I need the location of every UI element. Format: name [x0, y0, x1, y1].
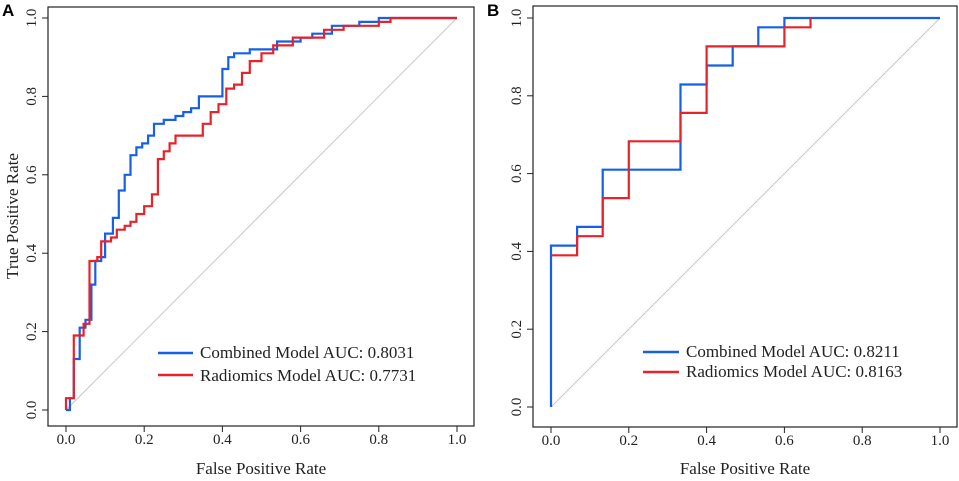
- y-tick-label: 1.0: [24, 9, 40, 28]
- x-tick-label: 0.6: [775, 433, 794, 449]
- panel-a: A 0.0 0.2 0.4 0.6 0.8 1.0 0.0 0.2 0.4 0.6 0.8 1.0 F…: [2, 1, 475, 478]
- panel-b-xlabel: False Positive Rate: [680, 459, 810, 478]
- panel-b-plot: [549, 16, 941, 408]
- y-tick-label: 0.4: [509, 242, 525, 261]
- panel-b-frame: [532, 5, 958, 428]
- roc-curve-combined: [66, 16, 457, 412]
- panel-a-letter: A: [2, 1, 14, 20]
- chance-diagonal: [65, 17, 458, 411]
- x-tick-label: 0.6: [291, 432, 310, 448]
- panel-a-ylabel: True Positive Rate: [3, 153, 22, 279]
- y-tick-label: 0.0: [509, 398, 525, 417]
- legend-combined-label: Combined Model AUC: 0.8031: [200, 343, 414, 362]
- y-tick-label: 0.2: [509, 320, 525, 339]
- panel-b-legend: Combined Model AUC: 0.8211 Radiomics Mod…: [640, 340, 940, 385]
- panel-b-ticks: 0.0 0.2 0.4 0.6 0.8 1.0 0.0 0.2 0.4 0.6 0.8 1.0: [509, 9, 949, 449]
- x-tick-label: 0.8: [853, 433, 872, 449]
- roc-curve-radiomics: [64, 16, 457, 410]
- x-tick-label: 0.2: [135, 432, 154, 448]
- y-tick-label: 0.8: [24, 87, 40, 106]
- panel-a-plot: [64, 16, 458, 412]
- x-tick-label: 0.8: [369, 432, 388, 448]
- x-tick-label: 0.0: [542, 433, 561, 449]
- y-tick-label: 1.0: [509, 9, 525, 28]
- y-tick-label: 0.6: [24, 165, 40, 184]
- x-tick-label: 0.4: [213, 432, 232, 448]
- roc-curve-radiomics: [551, 18, 812, 257]
- y-tick-label: 0.6: [509, 164, 525, 183]
- panel-a-xlabel: False Positive Rate: [196, 459, 326, 478]
- y-tick-label: 0.2: [24, 322, 40, 341]
- legend-radiomics-label: Radiomics Model AUC: 0.7731: [200, 366, 416, 385]
- panel-b-letter: B: [487, 1, 499, 20]
- panel-b: B 0.0 0.2 0.4 0.6 0.8 1.0 0.0 0.2 0.4 0.6 0.8 1.0 F…: [487, 1, 958, 478]
- x-tick-label: 0.2: [619, 433, 638, 449]
- legend-radiomics-label: Radiomics Model AUC: 0.8163: [686, 362, 902, 381]
- panel-a-ticks: 0.0 0.2 0.4 0.6 0.8 1.0 0.0 0.2 0.4 0.6 0.8 1.0: [24, 9, 466, 448]
- panel-a-frame: [47, 6, 475, 427]
- x-tick-label: 1.0: [931, 433, 950, 449]
- panel-a-legend: Combined Model AUC: 0.8031 Radiomics Mod…: [155, 340, 460, 388]
- x-tick-label: 0.0: [57, 432, 76, 448]
- x-tick-label: 0.4: [697, 433, 716, 449]
- y-tick-label: 0.8: [509, 86, 525, 105]
- x-tick-label: 1.0: [448, 432, 467, 448]
- y-tick-label: 0.4: [24, 243, 40, 262]
- legend-combined-label: Combined Model AUC: 0.8211: [686, 342, 900, 361]
- chance-diagonal: [550, 17, 941, 408]
- y-tick-label: 0.0: [24, 401, 40, 420]
